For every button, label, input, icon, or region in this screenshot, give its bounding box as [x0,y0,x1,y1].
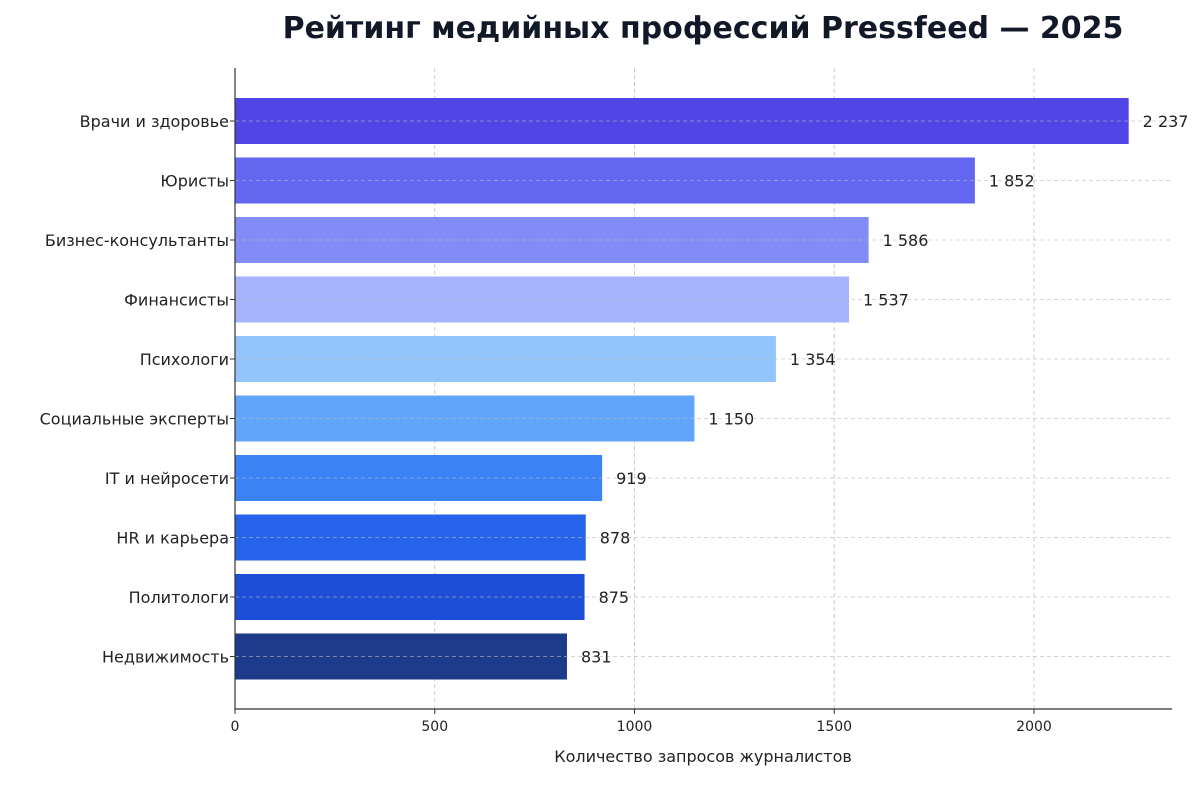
category-label: HR и карьера [116,529,229,548]
category-label: Психологи [140,350,229,369]
bar [235,395,695,442]
value-label: 919 [616,469,647,488]
value-label: 831 [581,648,612,667]
value-label: 1 852 [989,172,1035,191]
x-tick-label: 2000 [1016,719,1052,735]
category-label: Социальные эксперты [40,410,229,429]
category-label: IT и нейросети [105,469,229,488]
value-label: 1 537 [863,291,909,310]
category-label: Бизнес-консультанты [45,231,229,250]
value-label: 875 [599,588,630,607]
bar [235,157,975,204]
value-label: 1 150 [708,410,754,429]
chart-title: Рейтинг медийных профессий Pressfeed — 2… [283,11,1124,46]
x-tick-label: 0 [231,719,240,735]
x-tick-label: 1500 [816,719,852,735]
value-label: 878 [600,529,631,548]
category-label: Юристы [160,172,229,191]
category-label: Недвижимость [102,648,229,667]
x-tick-label: 500 [421,719,448,735]
x-tick-label: 1000 [617,719,653,735]
category-label: Политологи [129,588,229,607]
x-axis-label: Количество запросов журналистов [554,747,852,766]
value-label: 2 237 [1143,112,1189,131]
bar [235,336,776,382]
category-label: Врачи и здоровье [80,112,229,131]
value-label: 1 586 [883,231,929,250]
category-label: Финансисты [124,291,229,310]
value-label: 1 354 [790,350,836,369]
